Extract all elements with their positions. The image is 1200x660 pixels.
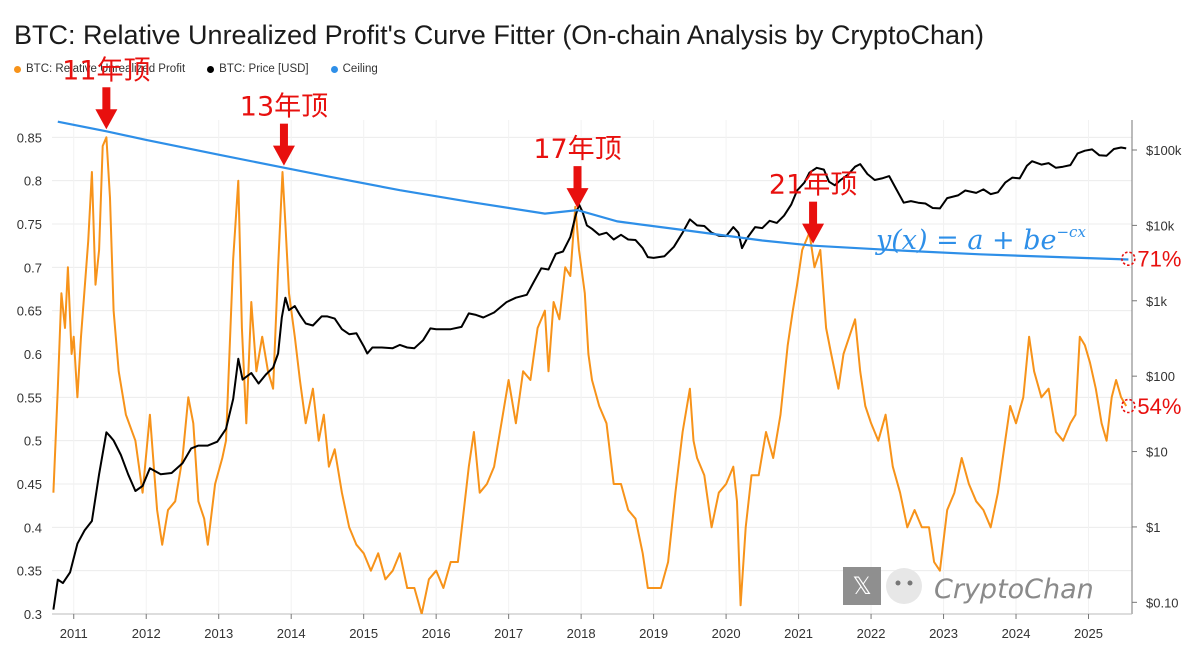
x-tick-label: 2012 <box>132 626 161 641</box>
y-left-tick-label: 0.55 <box>17 390 42 405</box>
avatar <box>886 568 922 604</box>
value-marker-circle <box>1121 251 1136 266</box>
y-right-tick-label: $0.10 <box>1146 595 1179 610</box>
y-left-tick-label: 0.8 <box>24 174 42 189</box>
formula-label: y(x) = a + be−cx <box>875 223 1086 256</box>
legend-label-rup: BTC: Relative Unrealized Profit <box>26 63 186 75</box>
legend-dot-price <box>207 65 215 73</box>
peak-label: 17年顶 <box>533 134 621 165</box>
avatar-eye-right <box>907 580 913 586</box>
y-left-tick-label: 0.35 <box>17 564 42 579</box>
series-line-relative-unrealized-profit <box>52 136 1128 614</box>
y-left-tick-label: 0.75 <box>17 217 42 232</box>
x-tick-label: 2022 <box>857 626 886 641</box>
series-line-btc-price <box>52 146 1127 610</box>
y-left-tick-label: 0.65 <box>17 304 42 319</box>
avatar-eye-left <box>895 580 901 586</box>
series-line-ceiling <box>57 120 1129 261</box>
y-left-tick-label: 0.4 <box>24 520 42 535</box>
y-left-tick-label: 0.5 <box>24 434 42 449</box>
x-tick-label: 2017 <box>494 626 523 641</box>
watermark: 𝕏 CryptoChan <box>843 567 1094 605</box>
watermark-text: CryptoChan <box>934 574 1094 605</box>
legend-item-ceiling[interactable]: Ceiling <box>330 63 378 75</box>
value-marker-label: 71% <box>1137 247 1181 272</box>
peak-arrow-head <box>802 223 825 244</box>
x-tick-label: 2011 <box>60 626 88 641</box>
x-tick-label: 2023 <box>929 626 958 641</box>
x-tick-label: 2021 <box>784 626 813 641</box>
legend-dot-ceiling <box>330 65 338 73</box>
grid-lines <box>52 120 1132 615</box>
legend-label-ceiling: Ceiling <box>342 63 378 75</box>
peak-arrow-shaft <box>279 123 288 147</box>
x-tick-label: 2014 <box>277 626 306 641</box>
x-tick-label: 2020 <box>712 626 741 641</box>
legend-label-price: BTC: Price [USD] <box>219 63 309 75</box>
peak-arrow-shaft <box>573 166 582 190</box>
peak-arrow-head <box>272 145 295 166</box>
peak-arrow-head <box>95 109 118 130</box>
y-right-tick-label: $10 <box>1146 445 1168 460</box>
x-logo-icon <box>843 567 881 605</box>
y-left-tick-label: 0.85 <box>17 130 42 145</box>
peak-label: 11年顶 <box>62 55 150 86</box>
y-left-tick-label: 0.7 <box>24 260 42 275</box>
y-right-tick-label: $1k <box>1146 294 1167 309</box>
y-left-tick-label: 0.3 <box>24 607 42 622</box>
peak-arrow-shaft <box>809 201 818 225</box>
value-marker-label: 54% <box>1137 394 1181 419</box>
y-right-tick-label: $100 <box>1146 369 1175 384</box>
x-tick-label: 2018 <box>567 626 596 641</box>
legend-dot-rup <box>14 65 21 73</box>
legend-item-price[interactable]: BTC: Price [USD] <box>207 63 309 75</box>
y-axis-right: $0.10 $1 $10 $100 $1k $10k $100k <box>1131 120 1182 614</box>
legend: BTC: Relative Unrealized Profit BTC: Pri… <box>14 63 378 75</box>
x-tick-label: 2015 <box>349 626 378 641</box>
legend-item-rup[interactable]: BTC: Relative Unrealized Profit <box>14 63 185 75</box>
x-tick-label: 2013 <box>204 626 233 641</box>
y-right-tick-label: $10k <box>1146 218 1175 233</box>
peak-arrow-shaft <box>102 87 111 111</box>
x-logo-glyph: 𝕏 <box>852 572 871 600</box>
y-right-tick-label: $1 <box>1146 520 1160 535</box>
y-left-tick-label: 0.45 <box>17 477 42 492</box>
y-left-tick-label: 0.6 <box>24 347 42 362</box>
chart-title: BTC: Relative Unrealized Profit's Curve … <box>14 20 984 50</box>
peak-label: 13年顶 <box>240 92 328 123</box>
peak-annotations: 11年顶 13年顶 17年顶 21年顶 <box>62 55 857 244</box>
x-tick-label: 2025 <box>1074 626 1103 641</box>
peak-label: 21年顶 <box>769 170 857 201</box>
x-axis: 2011 2012 2013 2014 2015 2016 2017 2018 2019 2020… <box>52 613 1132 641</box>
x-tick-label: 2024 <box>1002 626 1031 641</box>
x-tick-label: 2019 <box>639 626 668 641</box>
current-value-markers: 71% 54% <box>1121 247 1181 419</box>
peak-arrow-head <box>566 188 589 209</box>
value-marker-circle <box>1121 398 1136 414</box>
x-tick-label: 2016 <box>422 626 451 641</box>
y-axis-left: 0.3 0.35 0.4 0.45 0.5 0.55 0.6 0.65 0.7 0.75 0.8 0.… <box>17 130 42 622</box>
y-right-tick-label: $100k <box>1146 143 1182 158</box>
